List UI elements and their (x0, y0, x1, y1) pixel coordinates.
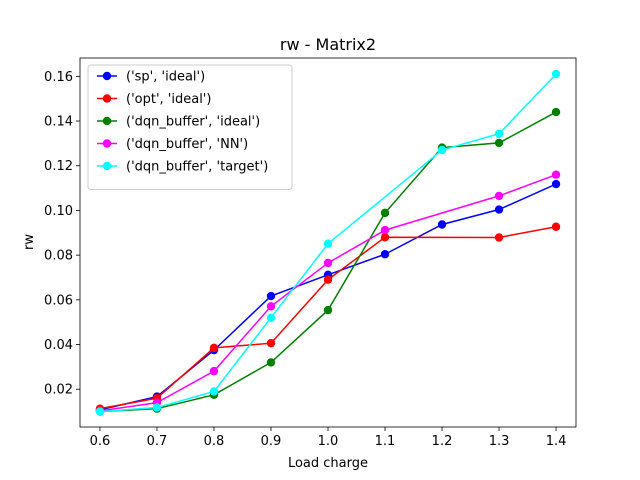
legend-item-3: ('dqn_buffer', 'NN') (97, 137, 248, 152)
legend-label: ('sp', 'ideal') (126, 70, 205, 85)
data-point (494, 129, 504, 138)
data-point (380, 208, 390, 218)
x-tick-label: 1.0 (318, 434, 339, 449)
data-point (95, 407, 105, 416)
series-line (99, 73, 557, 413)
data-point (551, 107, 561, 117)
data-point (437, 145, 447, 155)
data-point (380, 250, 390, 259)
x-tick-label: 1.3 (489, 434, 510, 449)
data-point (266, 338, 276, 348)
x-tick-label: 1.1 (375, 434, 396, 449)
legend-item-0: ('sp', 'ideal') (97, 70, 205, 85)
data-point (323, 275, 333, 284)
data-point (494, 191, 504, 201)
y-tick-label: 0.02 (44, 383, 73, 398)
y-tick-label: 0.14 (44, 115, 73, 130)
x-tick-label: 0.7 (147, 434, 168, 449)
legend-marker (102, 161, 112, 171)
x-axis-label: Load charge (288, 456, 368, 471)
legend-item-1: ('opt', 'ideal') (97, 92, 211, 107)
legend-marker (102, 139, 112, 148)
legend: ('sp', 'ideal') ('opt', 'ideal') ('dqn_buf… (87, 64, 293, 190)
data-point (494, 233, 504, 242)
legend-box (87, 64, 293, 190)
data-point (551, 69, 561, 79)
data-point (266, 302, 276, 311)
data-point (380, 225, 390, 235)
legend-label: ('opt', 'ideal') (126, 92, 211, 107)
data-point (380, 233, 390, 242)
data-point (323, 239, 333, 248)
legend-item-4: ('dqn_buffer', 'target') (97, 160, 268, 175)
data-point (551, 222, 561, 231)
data-point (209, 387, 219, 396)
x-tick-label: 0.9 (261, 434, 282, 449)
data-point (266, 313, 276, 322)
y-tick-label: 0.10 (44, 204, 73, 219)
data-point (323, 305, 333, 315)
legend-marker (102, 94, 112, 103)
y-tick-label: 0.12 (44, 159, 73, 174)
y-tick-label: 0.06 (44, 293, 73, 308)
data-point (437, 220, 447, 229)
data-point (209, 343, 219, 353)
data-point (266, 291, 276, 301)
x-tick-label: 1.4 (546, 434, 567, 449)
data-point (494, 138, 504, 148)
legend-label: ('dqn_buffer', 'ideal') (126, 115, 260, 130)
data-point (209, 366, 219, 376)
legend-label: ('dqn_buffer', 'NN') (126, 137, 248, 152)
data-point (266, 358, 276, 367)
x-tick-label: 0.8 (204, 434, 225, 449)
x-tick-label: 0.6 (90, 434, 111, 449)
data-point (152, 403, 162, 412)
x-tick-label: 1.2 (432, 434, 453, 449)
legend-marker (102, 71, 112, 81)
axis-ticks: 0.6 0.7 0.8 0.9 1.0 1.1 1.2 1.3 1.4 0.02 0.04 0.06 0… (44, 57, 577, 449)
plot-area (95, 69, 561, 416)
data-point (494, 205, 504, 214)
legend-item-2: ('dqn_buffer', 'ideal') (97, 115, 260, 130)
series-line (99, 226, 557, 410)
data-point (551, 179, 561, 189)
y-tick-label: 0.16 (44, 70, 73, 85)
y-tick-label: 0.08 (44, 249, 73, 264)
y-tick-label: 0.04 (44, 338, 73, 353)
legend-marker (102, 116, 112, 126)
data-point (551, 170, 561, 179)
series-line (99, 173, 557, 412)
y-axis-label: rw (22, 234, 37, 250)
series-4 (95, 69, 561, 416)
data-point (323, 258, 333, 268)
legend-label: ('dqn_buffer', 'target') (126, 160, 268, 175)
chart-title: rw - Matrix2 (280, 35, 376, 54)
